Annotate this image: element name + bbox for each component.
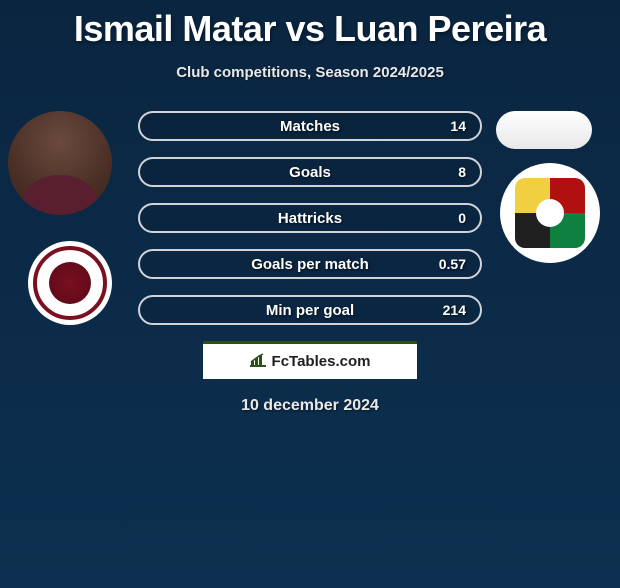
player1-avatar — [8, 111, 112, 215]
comparison-subtitle: Club competitions, Season 2024/2025 — [0, 64, 620, 81]
stat-value: 0 — [458, 210, 466, 226]
vs-separator: vs — [285, 8, 324, 49]
stat-value: 0.57 — [439, 256, 466, 272]
club-badge-inner — [49, 262, 91, 304]
stat-row-goals-per-match: Goals per match 0.57 — [138, 249, 482, 279]
club-badge-inner — [515, 178, 585, 248]
date-label: 10 december 2024 — [0, 397, 620, 415]
stat-value: 8 — [458, 164, 466, 180]
stat-row-matches: Matches 14 — [138, 111, 482, 141]
player1-name: Ismail Matar — [74, 8, 276, 49]
stat-row-goals: Goals 8 — [138, 157, 482, 187]
stat-label: Hattricks — [140, 210, 480, 227]
stat-label: Min per goal — [140, 302, 480, 319]
player1-club-badge — [28, 241, 112, 325]
stat-label: Goals — [140, 164, 480, 181]
stat-value: 214 — [443, 302, 466, 318]
stats-list: Matches 14 Goals 8 Hattricks 0 Goals per… — [138, 111, 482, 325]
player2-club-badge — [500, 163, 600, 263]
comparison-title: Ismail Matar vs Luan Pereira — [0, 8, 620, 50]
stat-row-hattricks: Hattricks 0 — [138, 203, 482, 233]
content-area: Matches 14 Goals 8 Hattricks 0 Goals per… — [0, 111, 620, 415]
stat-label: Matches — [140, 118, 480, 135]
player2-name: Luan Pereira — [334, 8, 546, 49]
attribution-text: FcTables.com — [272, 353, 371, 370]
stat-value: 14 — [450, 118, 466, 134]
attribution-badge[interactable]: FcTables.com — [203, 341, 417, 379]
chart-icon — [250, 353, 266, 370]
player2-avatar — [496, 111, 592, 149]
stat-row-min-per-goal: Min per goal 214 — [138, 295, 482, 325]
stat-label: Goals per match — [140, 256, 480, 273]
